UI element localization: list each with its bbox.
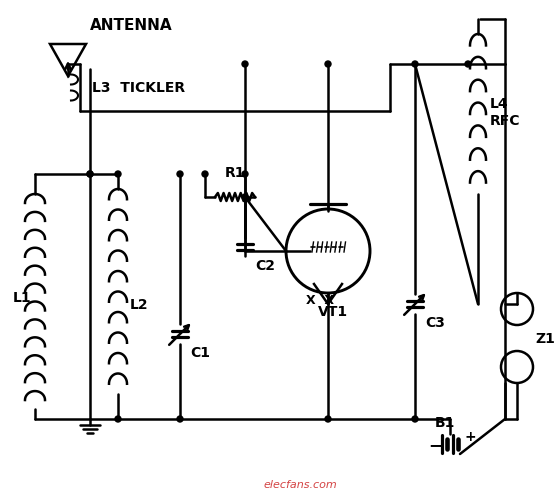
Text: Z1: Z1 xyxy=(535,331,555,345)
Circle shape xyxy=(87,172,93,178)
Text: +: + xyxy=(464,429,476,443)
Text: elecfans.com: elecfans.com xyxy=(263,479,337,489)
Text: R1: R1 xyxy=(225,166,245,180)
Circle shape xyxy=(242,172,248,178)
Text: X  X: X X xyxy=(306,293,334,306)
Text: B1: B1 xyxy=(435,415,455,429)
Circle shape xyxy=(325,416,331,422)
Text: C1: C1 xyxy=(190,345,210,359)
Text: L2: L2 xyxy=(130,298,148,312)
Text: VT1: VT1 xyxy=(318,305,348,318)
Text: L1: L1 xyxy=(13,290,31,304)
Text: C3: C3 xyxy=(425,315,445,329)
Text: −: − xyxy=(428,435,442,453)
Circle shape xyxy=(242,194,248,200)
Circle shape xyxy=(202,172,208,178)
Text: C2: C2 xyxy=(255,259,275,273)
Circle shape xyxy=(412,62,418,68)
Circle shape xyxy=(177,416,183,422)
Circle shape xyxy=(412,416,418,422)
Circle shape xyxy=(242,62,248,68)
Text: L4
RFC: L4 RFC xyxy=(490,97,520,127)
Circle shape xyxy=(115,416,121,422)
Circle shape xyxy=(465,62,471,68)
Circle shape xyxy=(115,172,121,178)
Text: ANTENNA: ANTENNA xyxy=(90,18,172,33)
Text: L3  TICKLER: L3 TICKLER xyxy=(92,81,185,95)
Circle shape xyxy=(177,172,183,178)
Circle shape xyxy=(87,172,93,178)
Circle shape xyxy=(325,62,331,68)
